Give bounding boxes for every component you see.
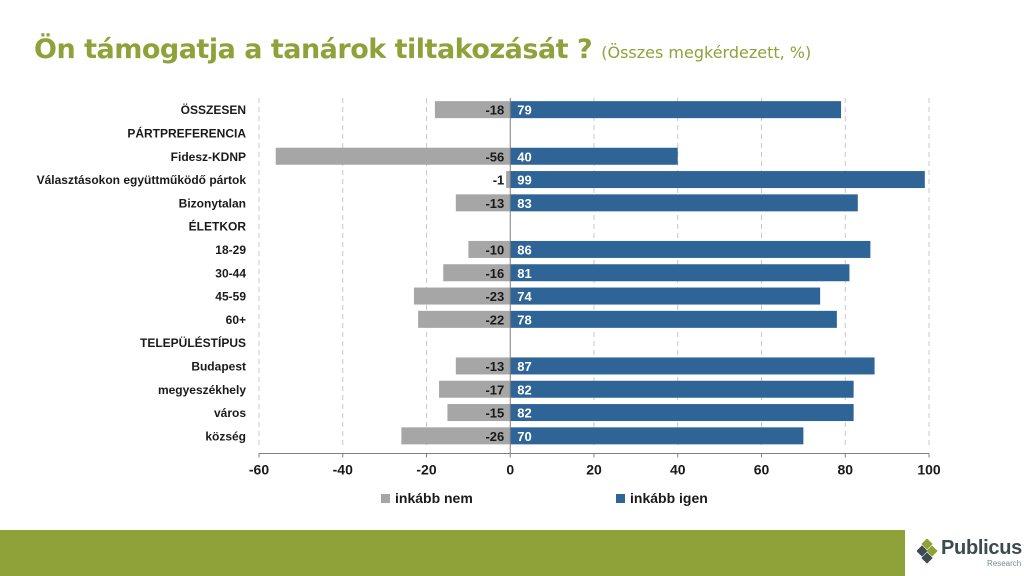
data-label-inkabb-igen: 99 — [517, 173, 531, 188]
category-label: PÁRTPREFERENCIA — [127, 125, 246, 140]
data-label-inkabb-nem: -23 — [485, 289, 504, 304]
data-label-inkabb-nem: -1 — [493, 173, 505, 188]
category-label: város — [214, 406, 246, 420]
data-label-inkabb-igen: 81 — [517, 266, 531, 281]
category-label: 30-44 — [215, 266, 246, 280]
x-tick-label: -20 — [416, 462, 436, 478]
x-tick-label: -60 — [249, 462, 269, 478]
data-label-inkabb-igen: 79 — [517, 103, 531, 118]
chart-title: Ön támogatja a tanárok tiltakozását ? (Ö… — [34, 34, 811, 65]
bar-inkabb-nem — [447, 404, 511, 422]
data-label-inkabb-nem: -22 — [485, 312, 504, 327]
data-label-inkabb-igen: 87 — [517, 359, 531, 374]
category-label: megyeszékhely — [158, 383, 246, 397]
bar-inkabb-igen — [510, 264, 850, 282]
legend-label: inkább igen — [630, 490, 708, 506]
x-tick-label: 20 — [586, 462, 602, 478]
bar-inkabb-igen — [510, 240, 871, 258]
footer-bar — [0, 530, 1024, 576]
bar-inkabb-nem — [434, 101, 511, 119]
category-label: Választásokon együttműködő pártok — [37, 173, 247, 187]
publicus-logo: Publicus Research — [905, 530, 1024, 576]
data-label-inkabb-igen: 74 — [517, 289, 532, 304]
x-tick-label: 100 — [917, 462, 941, 478]
category-label: ÖSSZESEN — [181, 102, 246, 117]
x-tick-label: 60 — [754, 462, 770, 478]
category-label: 45-59 — [215, 290, 246, 304]
data-label-inkabb-nem: -18 — [485, 103, 504, 118]
bar-inkabb-nem — [413, 287, 511, 305]
legend-label: inkább nem — [395, 490, 473, 506]
x-tick-label: 0 — [506, 462, 514, 478]
bar-inkabb-igen — [510, 427, 804, 445]
data-label-inkabb-igen: 82 — [517, 382, 531, 397]
bar-inkabb-nem — [506, 171, 511, 189]
data-label-inkabb-igen: 40 — [517, 149, 531, 164]
data-label-inkabb-nem: -16 — [485, 266, 504, 281]
data-label-inkabb-nem: -26 — [485, 429, 504, 444]
data-label-inkabb-nem: -13 — [485, 359, 504, 374]
publicus-diamond-icon — [917, 539, 938, 564]
bar-inkabb-nem — [439, 380, 511, 398]
category-label: Budapest — [191, 359, 246, 373]
category-label: TELEPÜLÉSTÍPUS — [140, 335, 246, 350]
bar-inkabb-igen — [510, 310, 837, 328]
x-tick-label: 40 — [670, 462, 686, 478]
data-label-inkabb-igen: 78 — [517, 312, 531, 327]
bar-inkabb-igen — [510, 194, 858, 212]
bar-inkabb-igen — [510, 101, 842, 119]
category-label: ÉLETKOR — [189, 219, 247, 234]
bar-inkabb-nem — [455, 194, 511, 212]
legend-swatch — [616, 494, 625, 503]
bar-inkabb-nem — [455, 357, 511, 375]
data-label-inkabb-igen: 86 — [517, 242, 531, 257]
data-label-inkabb-nem: -17 — [485, 382, 504, 397]
x-tick-label: -40 — [333, 462, 353, 478]
data-label-inkabb-nem: -13 — [485, 196, 504, 211]
category-label: 60+ — [226, 313, 246, 327]
category-label: község — [205, 429, 246, 443]
bar-inkabb-igen — [510, 147, 678, 165]
category-label: 18-29 — [215, 243, 246, 257]
bar-inkabb-igen — [510, 404, 854, 422]
data-label-inkabb-nem: -10 — [485, 242, 504, 257]
legend-swatch — [381, 494, 390, 503]
logo-name: Publicus — [941, 537, 1022, 559]
bar-inkabb-igen — [510, 287, 821, 305]
data-label-inkabb-nem: -15 — [485, 406, 504, 421]
title-main: Ön támogatja a tanárok tiltakozását ? — [34, 34, 593, 65]
bar-inkabb-igen — [510, 380, 854, 398]
bar-inkabb-nem — [418, 310, 511, 328]
x-tick-label: 80 — [837, 462, 853, 478]
data-label-inkabb-igen: 70 — [517, 429, 531, 444]
bar-inkabb-nem — [401, 427, 511, 445]
bar-inkabb-nem — [468, 240, 511, 258]
bar-inkabb-nem — [275, 147, 511, 165]
title-subtitle: (Összes megkérdezett, %) — [601, 43, 812, 62]
category-label: Bizonytalan — [179, 196, 246, 210]
category-label: Fidesz-KDNP — [171, 150, 246, 164]
data-label-inkabb-igen: 82 — [517, 406, 531, 421]
bar-inkabb-igen — [510, 357, 875, 375]
bar-inkabb-igen — [510, 171, 925, 189]
diverging-bar-chart: ÖSSZESEN -18 79 PÁRTPREFERENCIA Fidesz-KDNP -… — [37, 98, 941, 506]
logo-tagline: Research — [987, 559, 1022, 568]
data-label-inkabb-igen: 83 — [517, 196, 531, 211]
bar-inkabb-nem — [443, 264, 511, 282]
data-label-inkabb-nem: -56 — [485, 149, 504, 164]
